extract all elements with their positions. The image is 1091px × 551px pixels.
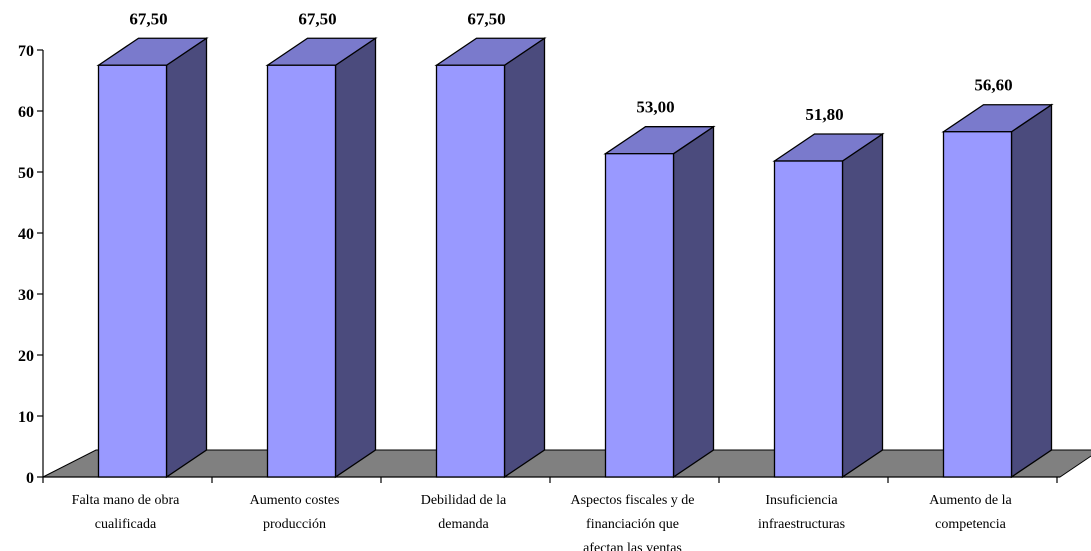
category-label: afectan las ventas: [583, 541, 682, 551]
category-label: cualificada: [95, 517, 157, 532]
y-tick-label: 40: [18, 226, 34, 243]
bar: [434, 37, 547, 479]
bar: [941, 103, 1054, 479]
bar-side-face: [841, 132, 884, 479]
bar-front-face: [435, 64, 506, 478]
category-label: Falta mano de obra: [72, 493, 180, 508]
bar-front-face: [773, 160, 844, 478]
bar: [96, 37, 209, 479]
data-label: 53,00: [636, 98, 674, 117]
data-label: 67,50: [129, 9, 167, 28]
category-label: Insuficiencia: [765, 493, 838, 508]
category-label: producción: [263, 517, 326, 532]
y-tick-label: 60: [18, 104, 34, 121]
category-label: competencia: [935, 517, 1007, 532]
category-label: financiación que: [586, 517, 679, 532]
y-tick-label: 30: [18, 287, 34, 304]
bar-front-face: [266, 64, 337, 478]
bar-side-face: [165, 37, 208, 479]
y-tick-label: 50: [18, 165, 34, 182]
x-axis-categories: Falta mano de obra cualificada Aumento cos…: [72, 493, 1013, 551]
y-tick-label: 70: [18, 43, 34, 60]
y-tick-label: 0: [26, 470, 34, 487]
bar-side-face: [672, 125, 715, 479]
bar-side-face: [503, 37, 546, 479]
bar-side-face: [1010, 103, 1053, 479]
category-label: infraestructuras: [758, 517, 845, 532]
bar-side-face: [334, 37, 377, 479]
category-label: Aspectos fiscales y de: [570, 493, 694, 508]
data-label: 67,50: [298, 9, 336, 28]
bar-front-face: [604, 153, 675, 478]
bar-front-face: [942, 131, 1013, 478]
category-label: Aumento costes: [250, 493, 340, 508]
category-label: demanda: [438, 517, 489, 532]
bars: [96, 37, 1054, 479]
data-label: 56,60: [974, 76, 1012, 95]
y-tick-label: 10: [18, 409, 34, 426]
category-label: Debilidad de la: [421, 493, 507, 508]
bar: [265, 37, 378, 479]
bar: [772, 132, 885, 479]
y-tick-label: 20: [18, 348, 34, 365]
category-label: Aumento de la: [929, 493, 1012, 508]
data-labels: 67,50 67,50 67,50 53,00 51,80 56,60: [129, 9, 1012, 124]
bar: [603, 125, 716, 479]
data-label: 51,80: [805, 105, 843, 124]
bar-front-face: [97, 64, 168, 478]
data-label: 67,50: [467, 9, 505, 28]
y-axis: 0 10 20 30 40 50 60 70: [18, 43, 1060, 487]
